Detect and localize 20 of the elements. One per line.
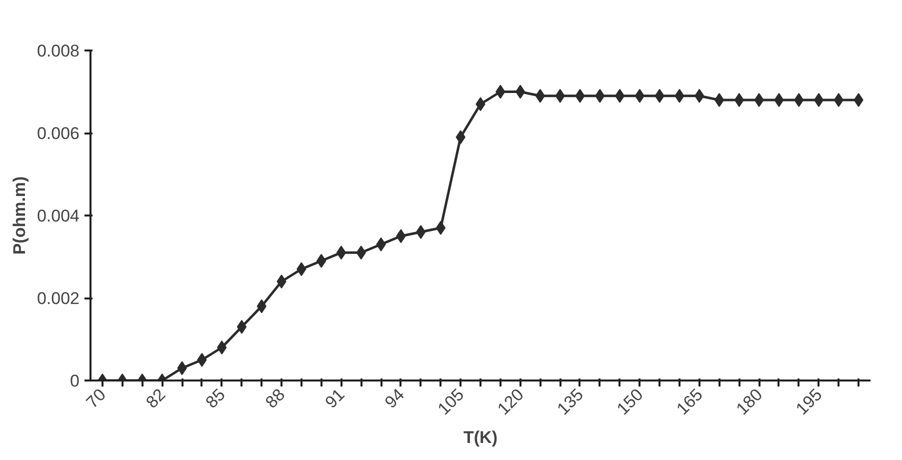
x-tick-label: 195 — [792, 385, 826, 419]
x-tick-label: 105 — [434, 385, 468, 419]
y-tick-label: 0.004 — [36, 206, 80, 226]
x-tick-label: 150 — [613, 385, 647, 419]
x-tick-label: 120 — [494, 385, 528, 419]
x-tick-label: 94 — [381, 385, 408, 412]
x-tick-label: 88 — [262, 385, 289, 412]
x-tick-label: 180 — [732, 385, 766, 419]
x-tick-label: 85 — [202, 385, 229, 412]
x-tick-label: 82 — [142, 385, 170, 412]
x-tick-label: 135 — [554, 385, 588, 419]
y-tick-label: 0.002 — [36, 289, 80, 308]
y-tick-label: 0.006 — [36, 124, 80, 143]
y-tick-label: 0.008 — [36, 42, 80, 60]
x-tick-label: 91 — [321, 385, 348, 412]
x-tick-label: 70 — [82, 385, 110, 412]
y-axis-title: P(ohm.m) — [10, 176, 29, 255]
y-tick-label: 0 — [70, 372, 80, 390]
x-axis-title: T(K) — [464, 428, 498, 448]
x-tick-label: 165 — [672, 385, 706, 419]
